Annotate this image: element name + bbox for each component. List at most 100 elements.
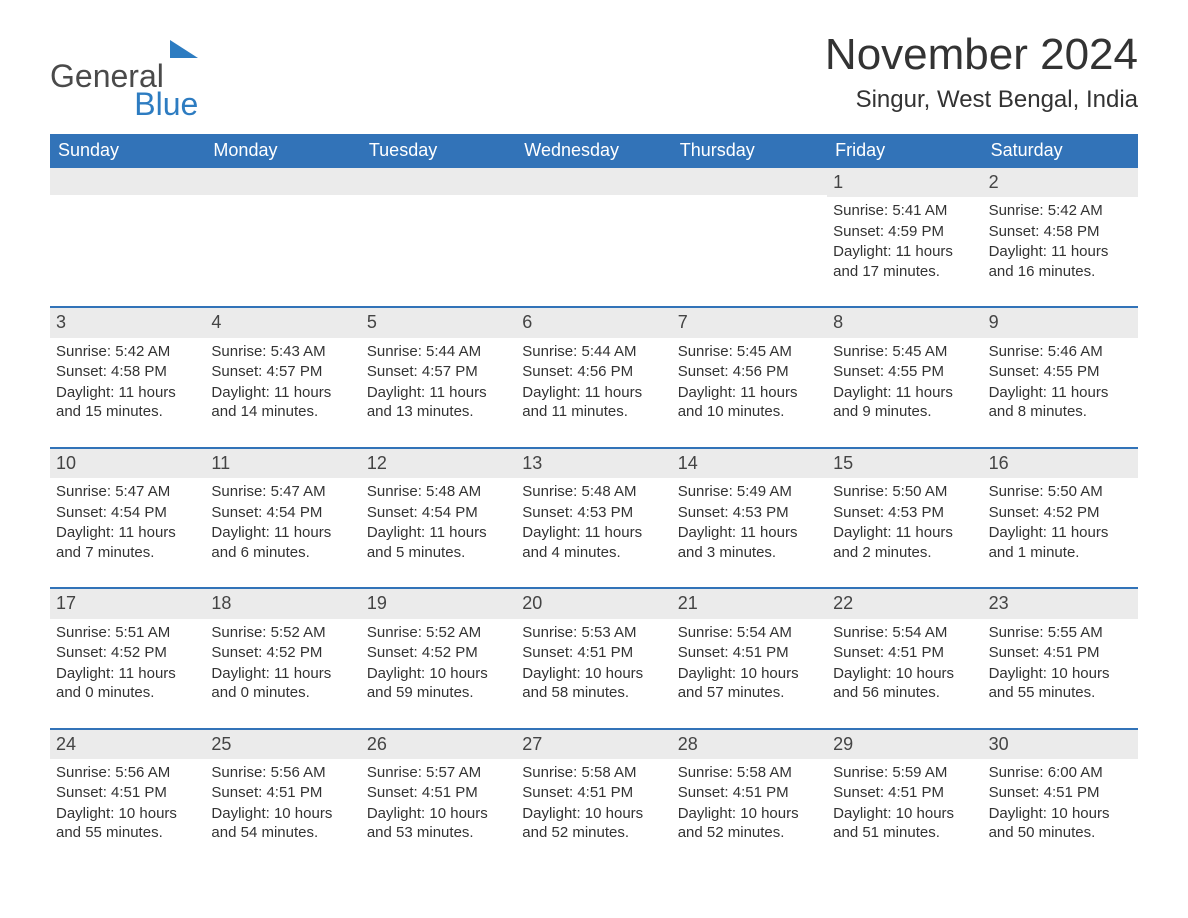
day-cell: 22Sunrise: 5:54 AMSunset: 4:51 PMDayligh… (827, 589, 982, 707)
sunrise-text: Sunrise: 5:45 AM (678, 342, 823, 362)
day-cell: 15Sunrise: 5:50 AMSunset: 4:53 PMDayligh… (827, 449, 982, 567)
day-number (205, 168, 360, 195)
day-number: 14 (672, 449, 827, 478)
daylight-text: Daylight: 10 hours and 50 minutes. (989, 804, 1134, 843)
sunset-text: Sunset: 4:51 PM (367, 783, 512, 803)
day-body: Sunrise: 5:53 AMSunset: 4:51 PMDaylight:… (516, 619, 671, 708)
sunset-text: Sunset: 4:57 PM (211, 362, 356, 382)
sunset-text: Sunset: 4:53 PM (678, 503, 823, 523)
day-cell: 13Sunrise: 5:48 AMSunset: 4:53 PMDayligh… (516, 449, 671, 567)
day-cell: 9Sunrise: 5:46 AMSunset: 4:55 PMDaylight… (983, 308, 1138, 426)
day-number: 21 (672, 589, 827, 618)
daylight-text: Daylight: 11 hours and 1 minute. (989, 523, 1134, 562)
day-body: Sunrise: 5:48 AMSunset: 4:53 PMDaylight:… (516, 478, 671, 567)
day-cell: 29Sunrise: 5:59 AMSunset: 4:51 PMDayligh… (827, 730, 982, 848)
day-number: 24 (50, 730, 205, 759)
sunrise-text: Sunrise: 5:44 AM (522, 342, 667, 362)
month-title: November 2024 (825, 30, 1138, 80)
sunrise-text: Sunrise: 5:47 AM (211, 482, 356, 502)
daylight-text: Daylight: 11 hours and 0 minutes. (56, 664, 201, 703)
day-body: Sunrise: 5:41 AMSunset: 4:59 PMDaylight:… (827, 197, 982, 286)
day-number: 20 (516, 589, 671, 618)
logo-triangle-icon (170, 40, 198, 58)
sunset-text: Sunset: 4:53 PM (522, 503, 667, 523)
day-body: Sunrise: 5:59 AMSunset: 4:51 PMDaylight:… (827, 759, 982, 848)
dow-cell: Sunday (50, 134, 205, 168)
sunrise-text: Sunrise: 5:48 AM (367, 482, 512, 502)
day-body: Sunrise: 5:47 AMSunset: 4:54 PMDaylight:… (50, 478, 205, 567)
daylight-text: Daylight: 11 hours and 3 minutes. (678, 523, 823, 562)
weeks-container: 1Sunrise: 5:41 AMSunset: 4:59 PMDaylight… (50, 168, 1138, 848)
sunset-text: Sunset: 4:51 PM (989, 643, 1134, 663)
day-cell: 3Sunrise: 5:42 AMSunset: 4:58 PMDaylight… (50, 308, 205, 426)
day-number: 12 (361, 449, 516, 478)
sunrise-text: Sunrise: 5:54 AM (833, 623, 978, 643)
dow-cell: Tuesday (361, 134, 516, 168)
day-cell: 6Sunrise: 5:44 AMSunset: 4:56 PMDaylight… (516, 308, 671, 426)
sunset-text: Sunset: 4:51 PM (678, 643, 823, 663)
day-cell: 11Sunrise: 5:47 AMSunset: 4:54 PMDayligh… (205, 449, 360, 567)
daylight-text: Daylight: 11 hours and 9 minutes. (833, 383, 978, 422)
sunrise-text: Sunrise: 5:56 AM (211, 763, 356, 783)
daylight-text: Daylight: 11 hours and 17 minutes. (833, 242, 978, 281)
day-number: 13 (516, 449, 671, 478)
sunset-text: Sunset: 4:52 PM (989, 503, 1134, 523)
sunrise-text: Sunrise: 5:49 AM (678, 482, 823, 502)
sunrise-text: Sunrise: 5:48 AM (522, 482, 667, 502)
day-cell (361, 168, 516, 286)
day-body: Sunrise: 5:45 AMSunset: 4:56 PMDaylight:… (672, 338, 827, 427)
sunset-text: Sunset: 4:56 PM (678, 362, 823, 382)
day-number: 17 (50, 589, 205, 618)
day-number: 7 (672, 308, 827, 337)
daylight-text: Daylight: 10 hours and 55 minutes. (989, 664, 1134, 703)
week-row: 24Sunrise: 5:56 AMSunset: 4:51 PMDayligh… (50, 728, 1138, 848)
daylight-text: Daylight: 10 hours and 57 minutes. (678, 664, 823, 703)
day-cell: 19Sunrise: 5:52 AMSunset: 4:52 PMDayligh… (361, 589, 516, 707)
day-cell (205, 168, 360, 286)
day-body: Sunrise: 5:58 AMSunset: 4:51 PMDaylight:… (672, 759, 827, 848)
sunset-text: Sunset: 4:52 PM (211, 643, 356, 663)
day-body: Sunrise: 5:54 AMSunset: 4:51 PMDaylight:… (672, 619, 827, 708)
day-cell: 20Sunrise: 5:53 AMSunset: 4:51 PMDayligh… (516, 589, 671, 707)
day-body: Sunrise: 5:51 AMSunset: 4:52 PMDaylight:… (50, 619, 205, 708)
daylight-text: Daylight: 11 hours and 7 minutes. (56, 523, 201, 562)
sunset-text: Sunset: 4:54 PM (56, 503, 201, 523)
day-cell: 1Sunrise: 5:41 AMSunset: 4:59 PMDaylight… (827, 168, 982, 286)
day-body: Sunrise: 5:44 AMSunset: 4:57 PMDaylight:… (361, 338, 516, 427)
logo: General Blue (50, 60, 198, 120)
day-number: 30 (983, 730, 1138, 759)
day-cell: 27Sunrise: 5:58 AMSunset: 4:51 PMDayligh… (516, 730, 671, 848)
daylight-text: Daylight: 11 hours and 11 minutes. (522, 383, 667, 422)
day-number: 27 (516, 730, 671, 759)
day-cell: 12Sunrise: 5:48 AMSunset: 4:54 PMDayligh… (361, 449, 516, 567)
day-body: Sunrise: 5:50 AMSunset: 4:53 PMDaylight:… (827, 478, 982, 567)
day-body: Sunrise: 5:52 AMSunset: 4:52 PMDaylight:… (205, 619, 360, 708)
day-cell (672, 168, 827, 286)
dow-cell: Wednesday (516, 134, 671, 168)
day-number: 16 (983, 449, 1138, 478)
sunset-text: Sunset: 4:51 PM (522, 643, 667, 663)
day-number: 23 (983, 589, 1138, 618)
sunset-text: Sunset: 4:51 PM (211, 783, 356, 803)
sunset-text: Sunset: 4:52 PM (56, 643, 201, 663)
header: General Blue November 2024 Singur, West … (50, 30, 1138, 120)
dow-cell: Thursday (672, 134, 827, 168)
day-cell: 25Sunrise: 5:56 AMSunset: 4:51 PMDayligh… (205, 730, 360, 848)
day-cell: 24Sunrise: 5:56 AMSunset: 4:51 PMDayligh… (50, 730, 205, 848)
day-number: 5 (361, 308, 516, 337)
day-body: Sunrise: 5:55 AMSunset: 4:51 PMDaylight:… (983, 619, 1138, 708)
day-body: Sunrise: 5:57 AMSunset: 4:51 PMDaylight:… (361, 759, 516, 848)
daylight-text: Daylight: 11 hours and 6 minutes. (211, 523, 356, 562)
sunset-text: Sunset: 4:53 PM (833, 503, 978, 523)
sunrise-text: Sunrise: 5:56 AM (56, 763, 201, 783)
day-cell: 14 Sunrise: 5:49 AMSunset: 4:53 PMDayligh… (672, 449, 827, 567)
day-number: 9 (983, 308, 1138, 337)
sunrise-text: Sunrise: 5:44 AM (367, 342, 512, 362)
day-cell: 28Sunrise: 5:58 AMSunset: 4:51 PMDayligh… (672, 730, 827, 848)
sunrise-text: Sunrise: 5:55 AM (989, 623, 1134, 643)
sunset-text: Sunset: 4:51 PM (678, 783, 823, 803)
day-body: Sunrise: 5:48 AMSunset: 4:54 PMDaylight:… (361, 478, 516, 567)
day-body: Sunrise: 5:44 AMSunset: 4:56 PMDaylight:… (516, 338, 671, 427)
daylight-text: Daylight: 11 hours and 8 minutes. (989, 383, 1134, 422)
day-number: 29 (827, 730, 982, 759)
